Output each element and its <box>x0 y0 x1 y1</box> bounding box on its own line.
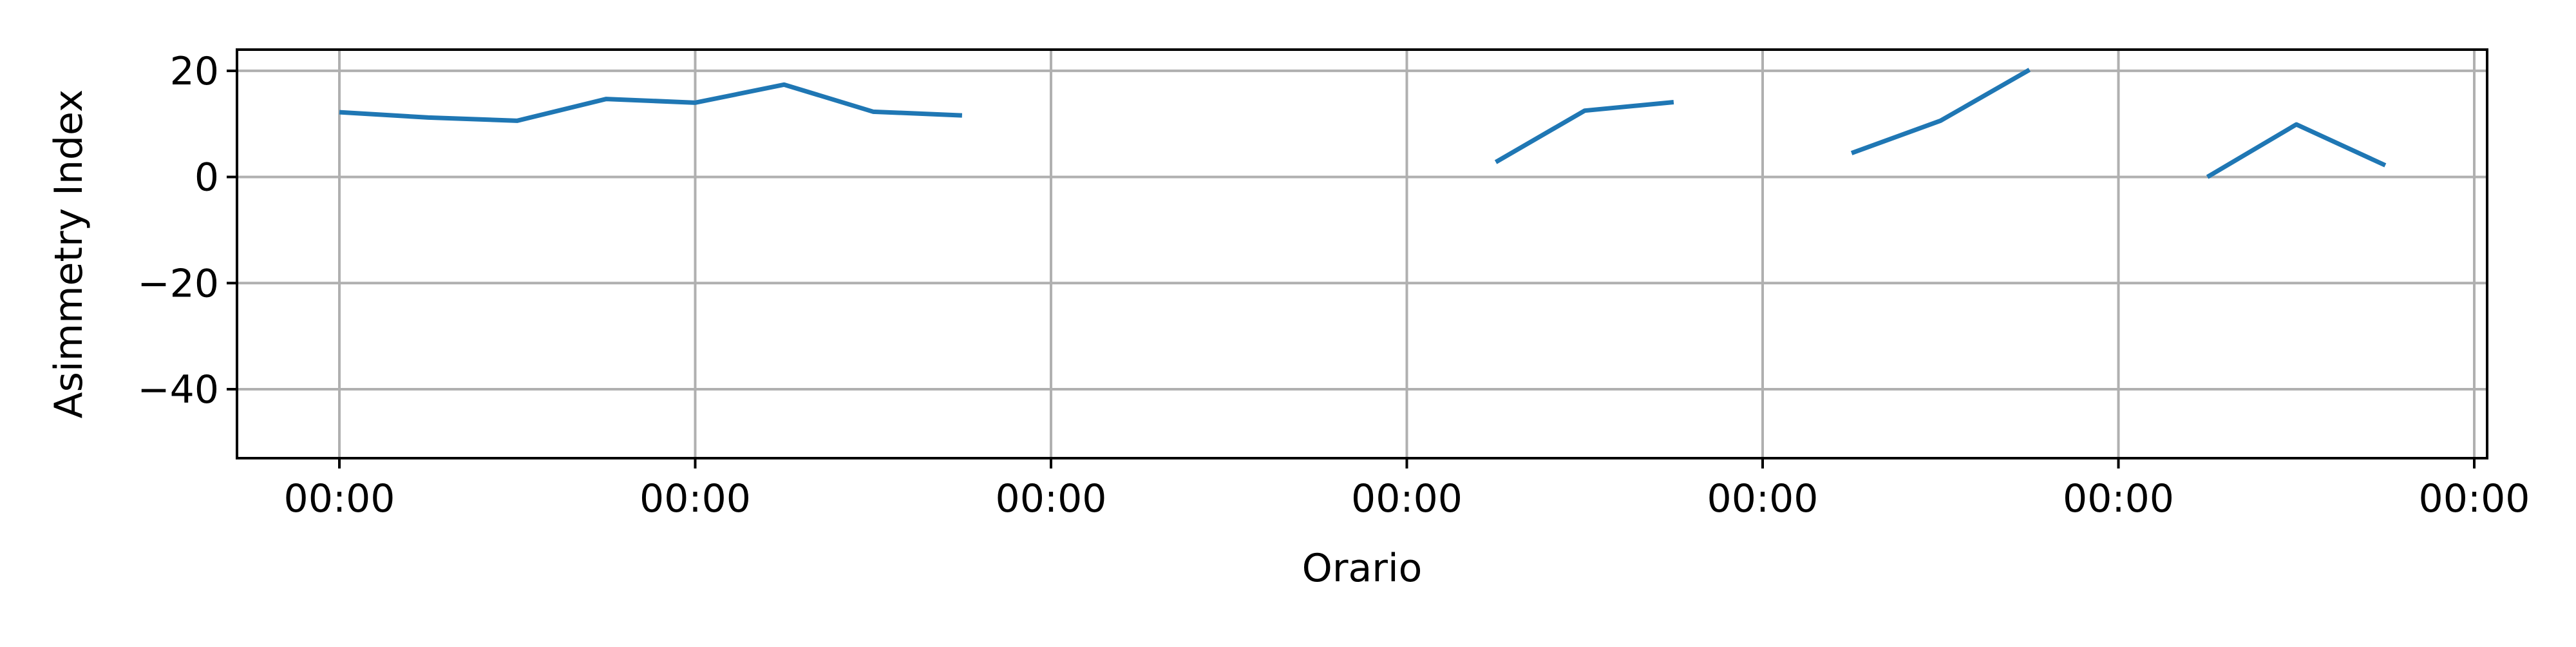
x-tick-label: 00:00 <box>2063 476 2174 521</box>
x-tick-label: 00:00 <box>996 476 1107 521</box>
x-tick-label: 00:00 <box>1351 476 1463 521</box>
x-tick-label: 00:00 <box>1707 476 1819 521</box>
grid <box>237 50 2487 458</box>
y-tick-label: −40 <box>137 367 219 412</box>
y-axis: −40 −20 0 20 <box>137 49 237 412</box>
x-axis-label: Orario <box>1302 546 1423 591</box>
x-axis: 00:00 00:00 00:00 00:00 00:00 00:00 00:00 <box>284 458 2530 521</box>
y-tick-label: −20 <box>137 261 219 306</box>
y-axis-label: Asimmetry Index <box>46 90 91 419</box>
x-tick-label: 00:00 <box>284 476 395 521</box>
series-line-segment <box>1494 100 1674 164</box>
y-tick-label: 0 <box>194 155 219 200</box>
series-layer <box>339 68 2387 179</box>
x-tick-label: 00:00 <box>639 476 751 521</box>
series-line-segment <box>1850 68 2031 155</box>
series-line-segment <box>339 82 963 123</box>
x-tick-label: 00:00 <box>2419 476 2530 521</box>
series-line-segment <box>2206 122 2387 179</box>
plot-frame <box>236 48 2488 459</box>
y-tick-label: 20 <box>170 49 219 94</box>
